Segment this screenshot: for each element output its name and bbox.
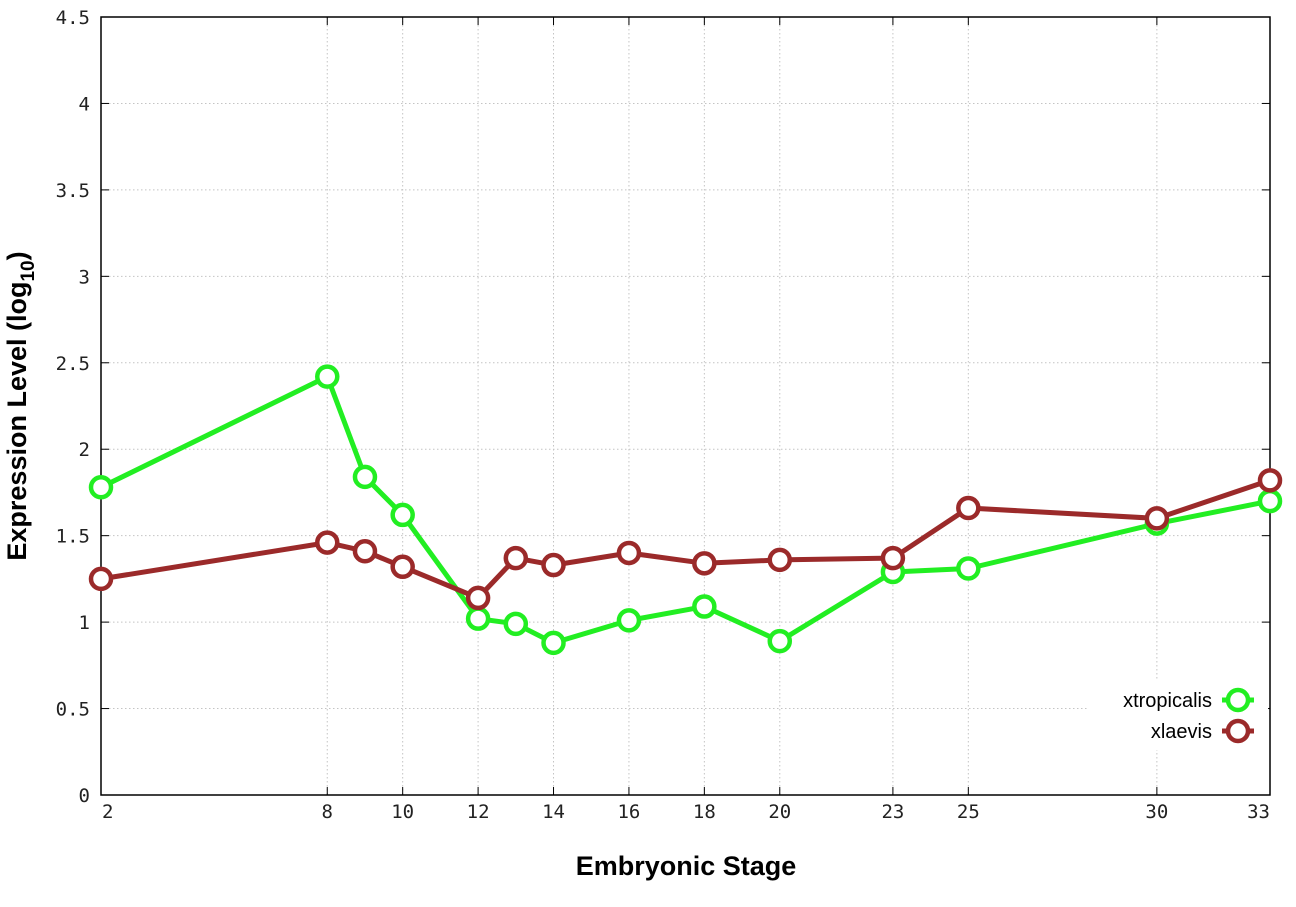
series-layer xyxy=(88,364,1283,656)
data-point-xtropicalis xyxy=(465,606,491,631)
y-tick-label: 2.5 xyxy=(56,353,90,375)
data-point-xlaevis xyxy=(767,547,793,573)
legend-entry-xtropicalis: xtropicalis xyxy=(1123,687,1254,713)
y-tick-label: 3 xyxy=(79,266,90,288)
y-axis-title-main: Expression Level (log xyxy=(2,282,32,561)
legend-marker-xtropicalis xyxy=(1225,687,1251,713)
x-tick-label: 12 xyxy=(467,801,490,823)
series-xlaevis xyxy=(88,468,1283,611)
legend-entry-xlaevis: xlaevis xyxy=(1151,718,1254,744)
x-tick-label: 23 xyxy=(881,801,904,823)
data-point-xtropicalis xyxy=(956,556,981,581)
data-point-xtropicalis xyxy=(767,628,793,654)
data-point-xtropicalis xyxy=(1257,488,1283,514)
data-point-xtropicalis xyxy=(88,475,114,500)
data-point-xlaevis xyxy=(390,554,415,580)
data-point-xlaevis xyxy=(956,495,981,521)
y-tick-label: 2 xyxy=(79,439,90,461)
x-tick-label: 33 xyxy=(1247,801,1270,823)
y-axis-title-close: ) xyxy=(2,251,32,260)
data-point-xlaevis xyxy=(315,530,340,555)
data-point-xlaevis xyxy=(465,585,491,611)
data-point-xtropicalis xyxy=(503,611,529,637)
y-tick-label: 0 xyxy=(79,785,90,807)
data-point-xtropicalis xyxy=(692,594,717,619)
y-tick-label: 1.5 xyxy=(56,526,90,548)
series-xtropicalis xyxy=(88,364,1283,656)
data-point-xtropicalis xyxy=(352,464,378,490)
data-point-xlaevis xyxy=(503,545,529,571)
data-point-xtropicalis xyxy=(541,630,566,656)
y-tick-label: 4.5 xyxy=(56,7,90,29)
data-point-xlaevis xyxy=(692,551,717,576)
data-point-xlaevis xyxy=(880,545,906,571)
x-tick-label: 10 xyxy=(391,801,414,823)
data-point-xlaevis xyxy=(1257,468,1283,493)
legend-label-xlaevis: xlaevis xyxy=(1151,721,1212,743)
y-tick-label: 0.5 xyxy=(56,699,90,721)
y-tick-label: 1 xyxy=(79,612,90,634)
grid-lines xyxy=(101,17,1270,795)
data-point-xtropicalis xyxy=(390,502,415,528)
y-tick-label: 3.5 xyxy=(56,180,90,202)
x-tick-label: 8 xyxy=(322,801,333,823)
x-axis-title: Embryonic Stage xyxy=(576,851,797,881)
x-tick-label: 20 xyxy=(768,801,791,823)
data-point-xlaevis xyxy=(88,566,114,592)
data-point-xlaevis xyxy=(1144,506,1170,531)
x-tick-label: 2 xyxy=(102,801,113,823)
data-point-xlaevis xyxy=(541,552,566,578)
axis-ticks: 2 8 10 12 14 16 18 20 23 25 30 33 0 0.5 1 1.5 2 2.5 3 3.5 4 4… xyxy=(56,7,1271,823)
y-tick-label: 4 xyxy=(79,93,90,115)
legend: xtropicalis xlaevis xyxy=(1088,680,1268,750)
data-point-xtropicalis xyxy=(315,364,340,389)
x-tick-label: 30 xyxy=(1145,801,1168,823)
y-axis-title: Expression Level (log10) xyxy=(2,251,39,560)
data-point-xlaevis xyxy=(616,540,642,566)
plot-frame xyxy=(100,16,1271,796)
legend-marker-xlaevis xyxy=(1225,718,1251,744)
data-point-xtropicalis xyxy=(616,608,642,633)
y-axis-title-subscript: 10 xyxy=(18,260,39,281)
series-line-xtropicalis xyxy=(99,374,1271,646)
x-tick-label: 25 xyxy=(957,801,980,823)
legend-label-xtropicalis: xtropicalis xyxy=(1123,690,1212,712)
x-tick-label: 16 xyxy=(617,801,640,823)
x-tick-label: 18 xyxy=(693,801,716,823)
x-tick-label: 14 xyxy=(542,801,565,823)
data-point-xlaevis xyxy=(352,538,378,564)
